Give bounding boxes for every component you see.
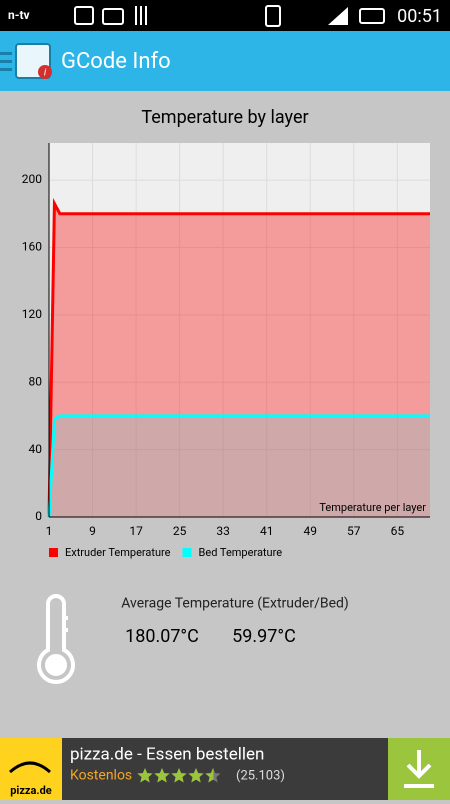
x-tick-label: 57 bbox=[347, 524, 361, 538]
app-bar bbox=[0, 31, 450, 91]
status-time: 00:51 bbox=[397, 6, 442, 27]
y-tick-label: 120 bbox=[22, 307, 42, 321]
y-tick-label: 0 bbox=[35, 509, 42, 523]
average-label: Average Temperature (Extruder/Bed) bbox=[121, 596, 349, 612]
x-tick-label: 1 bbox=[46, 524, 53, 538]
star bbox=[154, 768, 170, 783]
annotation: Temperature per layer bbox=[319, 501, 426, 514]
legend-label: Bed Temperature bbox=[199, 546, 283, 559]
app-title: GCode Info bbox=[61, 49, 171, 74]
chart: Temperature by layer 0 40 80 120 160 200 1 9 17 2… bbox=[22, 107, 430, 559]
thermometer-icon bbox=[37, 594, 75, 684]
x-tick-label: 49 bbox=[304, 524, 318, 538]
svg-text:i: i bbox=[44, 68, 47, 79]
star bbox=[188, 768, 204, 783]
ad-rating bbox=[137, 768, 221, 783]
y-tick-label: 40 bbox=[29, 442, 43, 456]
app-icon: i bbox=[15, 43, 52, 79]
y-tick-label: 80 bbox=[29, 374, 43, 388]
ad-reviews: (25.103) bbox=[236, 768, 285, 783]
series-line bbox=[47, 197, 430, 518]
x-tick-label: 33 bbox=[216, 524, 230, 538]
status-bar bbox=[0, 0, 450, 31]
ad-logo[interactable] bbox=[0, 738, 62, 800]
series-area bbox=[49, 415, 430, 517]
ad-logo-text: pizza.de bbox=[10, 784, 52, 797]
extruder-average: 180.07°C bbox=[125, 626, 199, 647]
ad-title[interactable]: pizza.de - Essen bestellen bbox=[70, 744, 264, 764]
x-tick-label: 65 bbox=[391, 524, 405, 538]
ad-banner[interactable] bbox=[0, 738, 450, 800]
ad-price: Kostenlos bbox=[70, 768, 132, 784]
x-tick-label: 17 bbox=[129, 524, 143, 538]
series-line bbox=[47, 414, 430, 518]
y-tick-label: 200 bbox=[22, 172, 42, 186]
plot-area bbox=[49, 143, 430, 517]
status-icons bbox=[74, 5, 385, 27]
chart-title: Temperature by layer bbox=[141, 107, 308, 128]
legend-swatch bbox=[49, 548, 58, 557]
legend-swatch bbox=[182, 548, 192, 557]
ad-logo-art bbox=[8, 761, 52, 774]
x-tick-label: 9 bbox=[89, 524, 96, 538]
star-fill bbox=[137, 768, 214, 783]
menu-icon[interactable] bbox=[0, 52, 12, 71]
star bbox=[137, 768, 153, 783]
carrier-logo: n-tv bbox=[8, 8, 30, 22]
download-icon bbox=[404, 750, 434, 788]
y-tick-label: 160 bbox=[22, 240, 42, 254]
series-area bbox=[49, 203, 430, 517]
bed-average: 59.97°C bbox=[232, 626, 296, 647]
star bbox=[171, 768, 187, 783]
x-tick-label: 25 bbox=[173, 524, 187, 538]
x-tick-label: 41 bbox=[260, 524, 274, 538]
star bbox=[205, 768, 214, 783]
legend-label: Extruder Temperature bbox=[65, 546, 171, 559]
signal-icon bbox=[328, 7, 348, 25]
